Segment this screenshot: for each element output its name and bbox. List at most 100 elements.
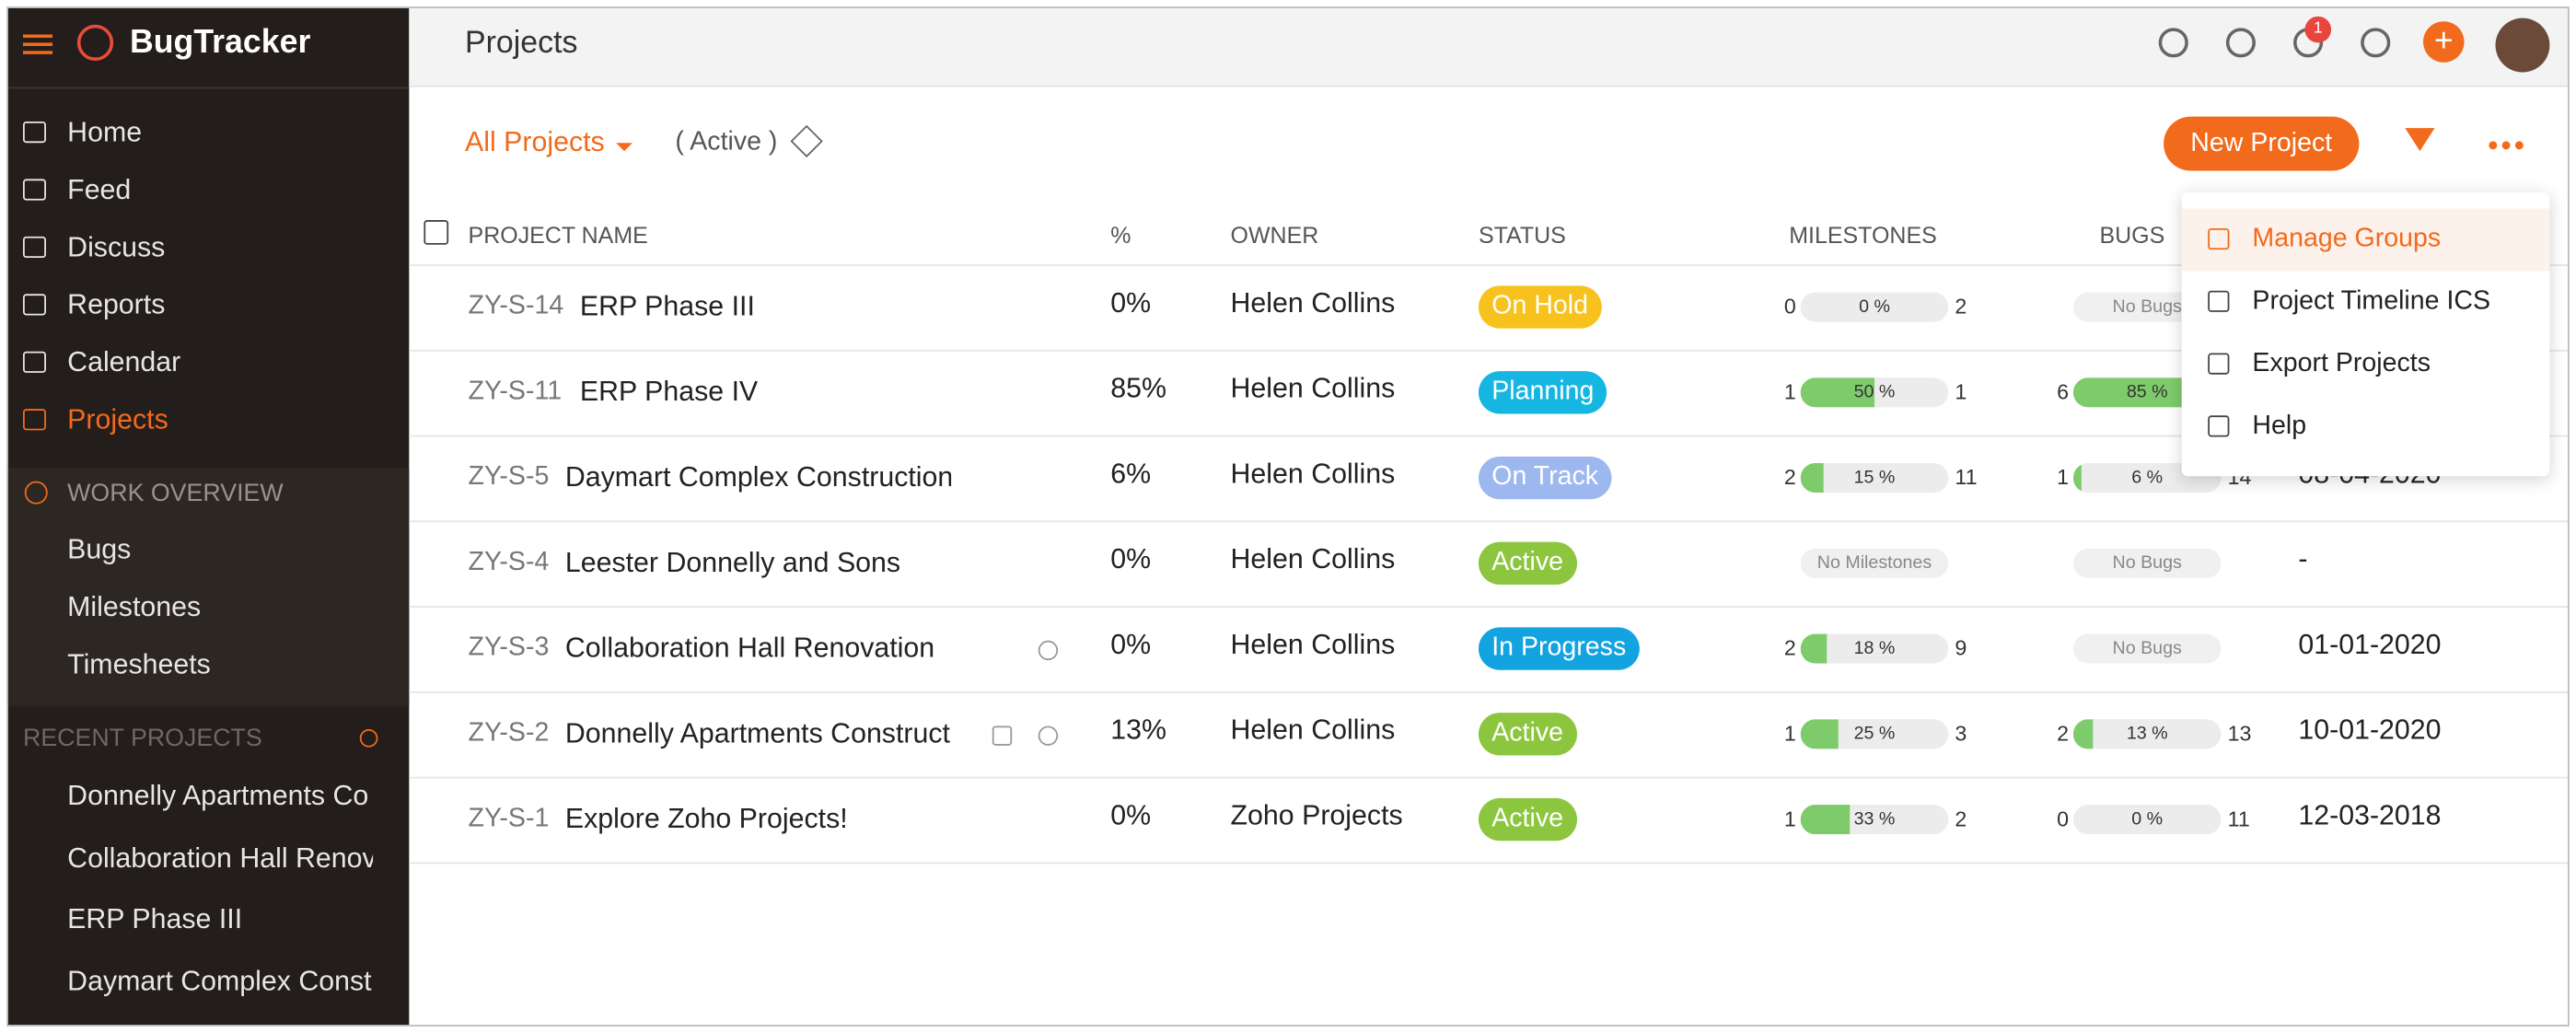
percent: 0% (1110, 629, 1152, 661)
header-icon[interactable] (2225, 28, 2256, 58)
status-pill: On Hold (1478, 285, 1602, 329)
project-id: ZY-S-3 (468, 633, 550, 662)
column-header[interactable]: STATUS (1478, 221, 1566, 249)
empty-pill: No Milestones (1800, 548, 1949, 578)
menu-icon-bar (22, 51, 53, 54)
recent-project[interactable]: Collaboration Hall Renov (67, 841, 374, 874)
progress-label: 15 % (1853, 468, 1896, 488)
recent-project[interactable]: Daymart Complex Const (67, 964, 372, 996)
project-id: ZY-S-5 (468, 463, 550, 492)
nav-item[interactable]: Feed (67, 174, 132, 205)
nav-icon (22, 236, 46, 259)
top-bar (409, 7, 2569, 87)
menu-label: Project Timeline ICS (2252, 287, 2491, 316)
column-header[interactable]: % (1110, 221, 1131, 249)
progress-label: 50 % (1853, 382, 1896, 403)
count-open: 1 (2057, 464, 2069, 490)
nav-icon (22, 351, 46, 373)
menu-item[interactable]: Manage Groups (2181, 208, 2550, 272)
progress-track: 25 % (1800, 719, 1949, 749)
project-name[interactable]: ERP Phase IV (579, 376, 759, 408)
add-button[interactable]: + (2422, 21, 2465, 63)
count-open: 0 (2057, 806, 2069, 831)
column-header[interactable]: PROJECT NAME (468, 221, 648, 249)
owner: Helen Collins (1230, 714, 1396, 746)
project-name[interactable]: Leester Donnelly and Sons (564, 547, 901, 578)
count-open: 1 (1783, 379, 1796, 404)
progress-label: 33 % (1853, 809, 1896, 830)
table-row[interactable]: ZY-S-2 Donnelly Apartments Constructi 13% H… (409, 693, 2569, 779)
column-header[interactable]: MILESTONES (1789, 221, 1937, 249)
nav-item[interactable]: Calendar (67, 346, 181, 378)
percent: 13% (1110, 714, 1166, 746)
more-dot (2489, 141, 2498, 150)
new-project-button[interactable]: New Project (2164, 116, 2360, 171)
nav-item[interactable]: Projects (67, 403, 168, 435)
progress-track: 15 % (1800, 463, 1949, 493)
nav-icon (22, 294, 46, 316)
count-closed: 2 (1955, 806, 1967, 831)
progress-fill (2072, 377, 2199, 408)
nav-item[interactable]: Milestones (67, 591, 202, 623)
menu-item[interactable]: Project Timeline ICS (2182, 271, 2550, 333)
date: 12-03-2018 (2298, 799, 2442, 831)
recent-project[interactable]: Donnelly Apartments Co (67, 780, 369, 812)
progress-fill (1800, 377, 1875, 408)
menu-icon-bar (22, 42, 53, 46)
project-name[interactable]: Collaboration Hall Renovation (564, 632, 935, 664)
progress-track: 6 % (2072, 463, 2222, 493)
project-name[interactable]: Donnelly Apartments Constructi (564, 717, 952, 749)
column-header[interactable]: OWNER (1230, 221, 1319, 249)
menu-label: Manage Groups (2252, 225, 2442, 253)
count-closed: 1 (1955, 379, 1967, 404)
nav-item[interactable]: Timesheets (67, 648, 211, 680)
menu-item[interactable]: Export Projects (2182, 333, 2550, 396)
more-dot (2501, 141, 2511, 150)
count-open: 2 (1783, 635, 1796, 661)
view-selector[interactable]: All Projects (464, 126, 605, 158)
frame (6, 6, 2570, 1027)
count-open: 0 (1783, 294, 1796, 319)
project-name[interactable]: Explore Zoho Projects! (564, 803, 848, 835)
nav-icon (22, 409, 46, 431)
percent: 0% (1110, 287, 1152, 319)
nav-item[interactable]: Home (67, 116, 143, 148)
recent-project[interactable]: ERP Phase III (67, 903, 243, 934)
table-row[interactable]: ZY-S-1 Explore Zoho Projects! 0% Zoho Proje… (409, 779, 2569, 865)
count-open: 1 (1783, 721, 1796, 746)
progress-fill (1800, 805, 1850, 835)
settings-icon[interactable] (424, 220, 449, 245)
column-header[interactable]: BUGS (2099, 221, 2165, 249)
table-row[interactable]: ZY-S-4 Leester Donnelly and Sons 0% Helen C… (409, 522, 2569, 609)
progress-track: 0 % (2072, 805, 2222, 835)
nav-item[interactable]: Bugs (67, 533, 132, 565)
divider (7, 87, 410, 89)
progress-fill (1800, 633, 1828, 664)
header-icon[interactable] (2361, 28, 2391, 58)
progress-label: 85 % (2126, 382, 2168, 403)
progress-track: 13 % (2072, 719, 2222, 749)
menu-icon (2208, 353, 2230, 375)
project-name[interactable]: ERP Phase III (579, 290, 755, 322)
percent: 85% (1110, 372, 1166, 404)
filter-button[interactable] (2405, 128, 2435, 166)
project-name[interactable]: Daymart Complex Construction (564, 461, 952, 493)
dropdown-menu: Manage Groups Project Timeline ICS Export … (2181, 192, 2550, 477)
menu-icon (2208, 290, 2230, 312)
avatar[interactable] (2495, 17, 2550, 73)
table-row[interactable]: ZY-S-3 Collaboration Hall Renovation 0% Hel… (409, 608, 2569, 693)
header-icon[interactable] (2158, 28, 2188, 58)
nav-item[interactable]: Discuss (67, 231, 166, 263)
menu-item[interactable]: Help (2182, 396, 2550, 458)
section-bg (7, 468, 410, 707)
progress-label: 6 % (2131, 468, 2164, 488)
nav-item[interactable]: Reports (67, 288, 166, 320)
count-open: 6 (2057, 379, 2069, 404)
filter-label: ( Active ) (675, 128, 778, 157)
percent: 6% (1110, 458, 1152, 490)
section-icon (24, 481, 48, 505)
menu-label: Export Projects (2252, 349, 2431, 378)
count-closed: 13 (2227, 721, 2252, 746)
progress-fill (1800, 463, 1823, 493)
